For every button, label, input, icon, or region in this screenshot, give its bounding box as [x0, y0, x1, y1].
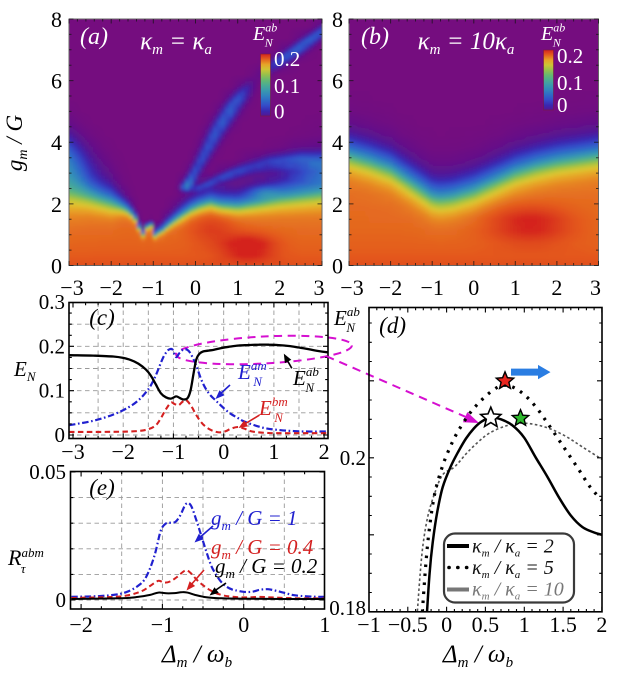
svg-text:0: 0 [557, 93, 568, 117]
svg-text:−3: −3 [340, 275, 363, 300]
svg-text:0.05: 0.05 [29, 460, 66, 484]
svg-text:2: 2 [551, 275, 562, 300]
svg-text:2: 2 [319, 439, 330, 464]
svg-text:gm / G = 0.2: gm / G = 0.2 [215, 554, 318, 581]
svg-text:Δm / ωb: Δm / ωb [161, 641, 233, 671]
svg-text:EN: EN [13, 357, 37, 384]
svg-text:0.2: 0.2 [557, 44, 583, 68]
svg-text:0: 0 [238, 612, 249, 637]
svg-text:0: 0 [274, 100, 285, 124]
svg-text:−2: −2 [379, 275, 402, 300]
svg-text:6: 6 [51, 69, 62, 94]
svg-text:0.1: 0.1 [557, 71, 583, 95]
svg-text:0: 0 [55, 423, 66, 447]
svg-text:(b): (b) [361, 24, 389, 50]
svg-text:0: 0 [441, 612, 452, 637]
svg-text:(d): (d) [379, 313, 406, 338]
svg-text:1: 1 [319, 612, 330, 637]
svg-text:2: 2 [274, 275, 285, 300]
svg-text:−3: −3 [61, 439, 84, 464]
svg-text:(a): (a) [80, 24, 108, 50]
svg-text:1.5: 1.5 [549, 612, 577, 637]
svg-text:0: 0 [332, 254, 343, 279]
svg-text:0: 0 [56, 588, 67, 612]
svg-text:κm / κa = 5: κm / κa = 5 [472, 557, 554, 581]
svg-text:8: 8 [332, 7, 343, 32]
svg-text:0.3: 0.3 [39, 290, 65, 314]
svg-text:2: 2 [51, 192, 62, 217]
svg-text:1: 1 [268, 439, 279, 464]
svg-text:0.2: 0.2 [274, 47, 300, 71]
svg-text:−1: −1 [420, 275, 443, 300]
svg-text:−1: −1 [151, 612, 174, 637]
svg-text:4: 4 [51, 130, 62, 155]
svg-text:−2: −2 [111, 439, 134, 464]
svg-text:0: 0 [51, 254, 62, 279]
svg-text:−1: −1 [162, 439, 185, 464]
svg-text:0.1: 0.1 [39, 379, 65, 403]
svg-text:(e): (e) [89, 475, 115, 500]
svg-text:3: 3 [314, 275, 325, 300]
svg-text:gm / G = 0.4: gm / G = 0.4 [211, 535, 314, 562]
svg-text:4: 4 [332, 130, 343, 155]
svg-text:Δm / ωb: Δm / ωb [442, 641, 514, 671]
svg-text:2: 2 [596, 612, 607, 637]
svg-text:(c): (c) [89, 305, 115, 330]
svg-text:−3: −3 [60, 275, 83, 300]
svg-text:0.1: 0.1 [274, 74, 300, 98]
svg-text:6: 6 [332, 69, 343, 94]
svg-text:3: 3 [590, 275, 601, 300]
svg-text:κm = κa: κm = κa [140, 28, 212, 58]
svg-text:−2: −2 [69, 612, 92, 637]
svg-text:1: 1 [232, 275, 243, 300]
svg-text:−1: −1 [357, 612, 380, 637]
svg-text:gm / G: gm / G [2, 115, 31, 172]
svg-text:0: 0 [190, 275, 201, 300]
svg-text:2: 2 [332, 192, 343, 217]
svg-text:gm / G = 1: gm / G = 1 [211, 506, 298, 533]
svg-text:8: 8 [51, 7, 62, 32]
svg-text:−0.5: −0.5 [388, 612, 428, 637]
svg-text:1: 1 [519, 612, 530, 637]
svg-text:0.2: 0.2 [340, 446, 366, 470]
svg-text:0.2: 0.2 [39, 334, 65, 358]
svg-text:−2: −2 [99, 275, 122, 300]
svg-text:−1: −1 [142, 275, 165, 300]
svg-text:0.18: 0.18 [329, 596, 366, 620]
svg-text:0.5: 0.5 [472, 612, 500, 637]
svg-text:1: 1 [510, 275, 521, 300]
svg-text:0: 0 [218, 439, 229, 464]
svg-text:0: 0 [468, 275, 479, 300]
